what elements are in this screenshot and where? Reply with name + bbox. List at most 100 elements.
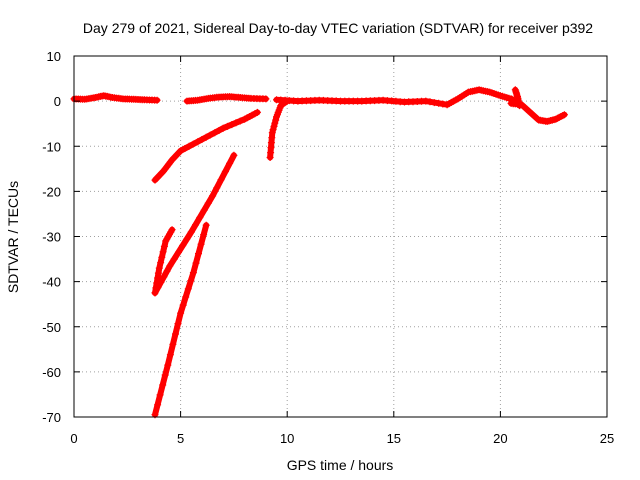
data-point: [422, 97, 430, 105]
x-tick-label: 25: [600, 431, 614, 446]
data-point: [153, 279, 161, 287]
data-point: [270, 122, 278, 130]
y-tick-label: -70: [42, 410, 61, 425]
chart-title: Day 279 of 2021, Sidereal Day-to-day VTE…: [83, 20, 593, 36]
data-point: [166, 262, 174, 270]
data-point: [189, 269, 197, 277]
data-series: [273, 86, 519, 109]
data-point: [435, 99, 443, 107]
data-point: [271, 119, 279, 127]
y-tick-label: -50: [42, 320, 61, 335]
data-point: [177, 147, 185, 155]
data-point: [531, 113, 539, 121]
y-tick-label: -40: [42, 275, 61, 290]
data-point: [530, 112, 538, 119]
y-tick-label: -20: [42, 184, 61, 199]
data-point: [560, 111, 568, 119]
data-point: [523, 105, 531, 113]
x-axis-label: GPS time / hours: [287, 457, 394, 473]
x-tick-label: 0: [70, 431, 77, 446]
data-series: [70, 92, 161, 104]
data-point: [170, 255, 178, 263]
data-point: [213, 184, 221, 192]
data-point: [179, 301, 187, 309]
data-series: [151, 226, 176, 297]
data-point: [172, 330, 179, 338]
series-layer: [70, 86, 568, 419]
data-point: [426, 98, 434, 106]
data-point: [528, 110, 536, 118]
y-axis-label: SDTVAR / TECUs: [5, 181, 21, 293]
data-point: [518, 101, 526, 109]
data-point: [161, 371, 169, 379]
data-point: [521, 104, 529, 112]
data-point: [198, 136, 206, 143]
data-point: [269, 126, 277, 134]
x-tick-label: 10: [280, 431, 294, 446]
x-tick-label: 20: [493, 431, 507, 446]
data-point: [177, 309, 185, 317]
data-point: [196, 214, 204, 221]
data-point: [217, 176, 225, 184]
data-point: [272, 116, 280, 124]
data-point: [158, 253, 166, 261]
data-point: [439, 100, 447, 108]
data-point: [200, 206, 208, 214]
data-point: [160, 242, 168, 250]
data-point: [430, 99, 438, 107]
plot-area: [70, 86, 568, 419]
data-point: [182, 293, 190, 301]
data-point: [169, 340, 177, 348]
data-point: [156, 391, 164, 399]
data-point: [151, 289, 159, 297]
y-tick-label: -30: [42, 230, 61, 245]
data-point: [168, 226, 176, 234]
data-point: [236, 117, 244, 125]
data-series: [266, 97, 291, 161]
data-point: [153, 96, 161, 104]
data-point: [200, 231, 208, 239]
y-gridlines: [74, 100, 607, 373]
data-series: [507, 99, 568, 125]
data-point: [152, 284, 160, 292]
data-point: [183, 235, 191, 243]
data-point: [187, 228, 195, 236]
data-point: [181, 145, 189, 152]
data-point: [157, 259, 165, 267]
data-point: [224, 122, 231, 130]
data-series: [151, 221, 210, 419]
data-series: [183, 93, 270, 105]
data-point: [559, 112, 567, 120]
y-tick-label: 10: [47, 49, 61, 64]
data-point: [155, 264, 163, 272]
data-point: [262, 95, 270, 103]
y-axis: 10 0 -10 -20 -30 -40 -50 -60 -70: [42, 49, 607, 425]
data-point: [187, 277, 195, 285]
data-point: [159, 381, 167, 389]
data-point: [184, 285, 192, 293]
x-gridlines: [180, 56, 501, 417]
data-point: [154, 401, 162, 409]
data-point: [226, 159, 234, 167]
data-point: [192, 221, 199, 229]
y-tick-label: -60: [42, 365, 61, 380]
x-tick-label: 15: [387, 431, 401, 446]
data-point: [206, 131, 214, 139]
x-tick-label: 5: [177, 431, 184, 446]
data-point: [192, 259, 200, 267]
data-series: [151, 108, 261, 184]
data-point: [194, 138, 202, 146]
data-point: [185, 142, 193, 150]
data-point: [166, 351, 174, 359]
data-point: [159, 248, 167, 256]
data-point: [232, 119, 240, 127]
y-tick-label: -10: [42, 139, 61, 154]
data-point: [215, 127, 223, 134]
data-point: [164, 361, 172, 369]
data-point: [154, 274, 162, 282]
data-point: [525, 107, 532, 115]
data-point: [221, 168, 229, 175]
data-point: [174, 320, 182, 328]
data-point: [209, 192, 217, 200]
